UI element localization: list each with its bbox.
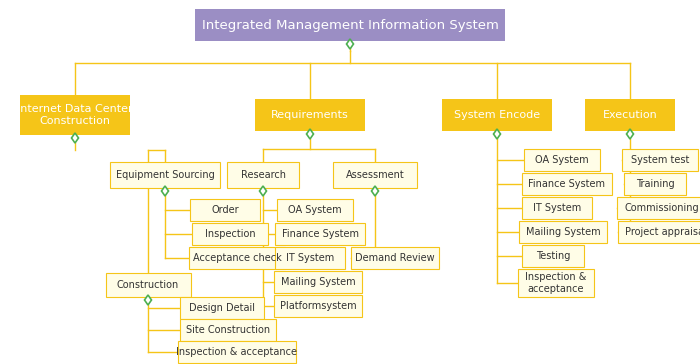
FancyBboxPatch shape: [275, 223, 365, 245]
FancyBboxPatch shape: [333, 162, 417, 188]
Text: Site Construction: Site Construction: [186, 325, 270, 335]
FancyBboxPatch shape: [180, 297, 264, 319]
Polygon shape: [71, 133, 78, 143]
FancyBboxPatch shape: [624, 173, 686, 195]
Text: Design Detail: Design Detail: [189, 303, 255, 313]
Text: Training: Training: [636, 179, 674, 189]
Text: System Encode: System Encode: [454, 110, 540, 120]
Text: Mailing System: Mailing System: [526, 227, 601, 237]
FancyBboxPatch shape: [110, 162, 220, 188]
Text: Integrated Management Information System: Integrated Management Information System: [202, 19, 498, 32]
Text: Internet Data Center
Construction: Internet Data Center Construction: [18, 104, 133, 126]
Polygon shape: [346, 39, 354, 49]
FancyBboxPatch shape: [622, 149, 698, 171]
Polygon shape: [494, 129, 500, 139]
Text: Assessment: Assessment: [346, 170, 405, 180]
FancyBboxPatch shape: [522, 245, 584, 267]
Text: Research: Research: [241, 170, 286, 180]
Text: Commissioning: Commissioning: [624, 203, 699, 213]
Text: OA System: OA System: [288, 205, 342, 215]
FancyBboxPatch shape: [255, 99, 365, 131]
Text: System test: System test: [631, 155, 690, 165]
Polygon shape: [307, 129, 314, 139]
Text: Requirements: Requirements: [271, 110, 349, 120]
FancyBboxPatch shape: [195, 9, 505, 41]
FancyBboxPatch shape: [442, 99, 552, 131]
FancyBboxPatch shape: [618, 221, 700, 243]
FancyBboxPatch shape: [190, 199, 260, 221]
Text: IT System: IT System: [286, 253, 334, 263]
FancyBboxPatch shape: [617, 197, 700, 219]
Text: IT System: IT System: [533, 203, 581, 213]
FancyBboxPatch shape: [192, 223, 268, 245]
FancyBboxPatch shape: [178, 341, 296, 363]
FancyBboxPatch shape: [585, 99, 675, 131]
Polygon shape: [626, 129, 634, 139]
FancyBboxPatch shape: [189, 247, 285, 269]
Text: Inspection: Inspection: [204, 229, 256, 239]
FancyBboxPatch shape: [519, 221, 607, 243]
Polygon shape: [144, 295, 151, 305]
Text: Mailing System: Mailing System: [281, 277, 356, 287]
FancyBboxPatch shape: [351, 247, 439, 269]
Text: Finance System: Finance System: [281, 229, 358, 239]
Polygon shape: [260, 186, 267, 196]
Text: Inspection & acceptance: Inspection & acceptance: [176, 347, 298, 357]
Text: Inspection &
acceptance: Inspection & acceptance: [525, 272, 587, 294]
FancyBboxPatch shape: [227, 162, 299, 188]
FancyBboxPatch shape: [275, 247, 345, 269]
Text: Execution: Execution: [603, 110, 657, 120]
FancyBboxPatch shape: [518, 269, 594, 297]
FancyBboxPatch shape: [522, 197, 592, 219]
Text: Finance System: Finance System: [528, 179, 606, 189]
FancyBboxPatch shape: [106, 273, 190, 297]
Text: Equipment Sourcing: Equipment Sourcing: [116, 170, 214, 180]
Text: Construction: Construction: [117, 280, 179, 290]
FancyBboxPatch shape: [522, 173, 612, 195]
FancyBboxPatch shape: [274, 271, 362, 293]
Text: Demand Review: Demand Review: [355, 253, 435, 263]
FancyBboxPatch shape: [274, 295, 362, 317]
FancyBboxPatch shape: [277, 199, 353, 221]
Text: Testing: Testing: [536, 251, 570, 261]
Polygon shape: [162, 186, 169, 196]
FancyBboxPatch shape: [524, 149, 600, 171]
FancyBboxPatch shape: [180, 319, 276, 341]
Text: Project appraisal: Project appraisal: [625, 227, 700, 237]
Text: OA System: OA System: [536, 155, 589, 165]
Text: Acceptance check: Acceptance check: [193, 253, 281, 263]
FancyBboxPatch shape: [20, 95, 130, 135]
Text: Order: Order: [211, 205, 239, 215]
Polygon shape: [372, 186, 379, 196]
Text: Platformsystem: Platformsystem: [280, 301, 356, 311]
